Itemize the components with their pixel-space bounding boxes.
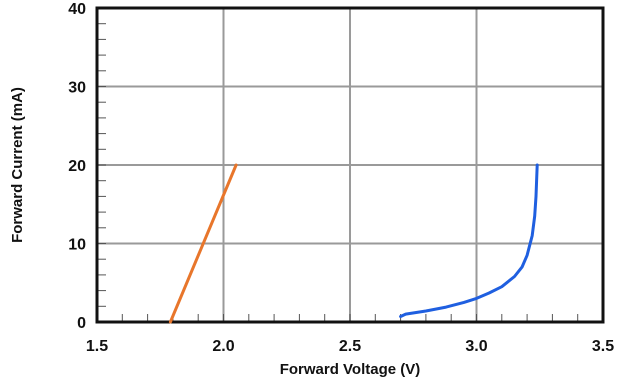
x-axis-ticks: 1.5 2.0 2.5 3.0 3.5 <box>86 338 614 355</box>
x-axis-label: Forward Voltage (V) <box>280 361 421 378</box>
y-axis-label: Forward Current (mA) <box>9 87 26 243</box>
y-tick-label: 20 <box>68 158 86 175</box>
series-line-1 <box>168 163 238 324</box>
y-axis-ticks: 0 10 20 30 40 <box>68 1 86 332</box>
y-tick-label: 30 <box>68 80 86 97</box>
grid-lines <box>97 8 603 322</box>
x-tick-label: 1.5 <box>86 338 108 355</box>
y-tick-label: 10 <box>68 237 86 254</box>
x-tick-label: 3.5 <box>592 338 614 355</box>
plot-frame <box>95 6 605 324</box>
x-tick-label: 2.5 <box>339 338 361 355</box>
series-line-2 <box>399 163 539 318</box>
series-layer <box>168 163 539 324</box>
y-tick-label: 40 <box>68 1 86 18</box>
x-tick-label: 3.0 <box>465 338 487 355</box>
x-tick-label: 2.0 <box>212 338 234 355</box>
y-tick-label: 0 <box>77 315 86 332</box>
